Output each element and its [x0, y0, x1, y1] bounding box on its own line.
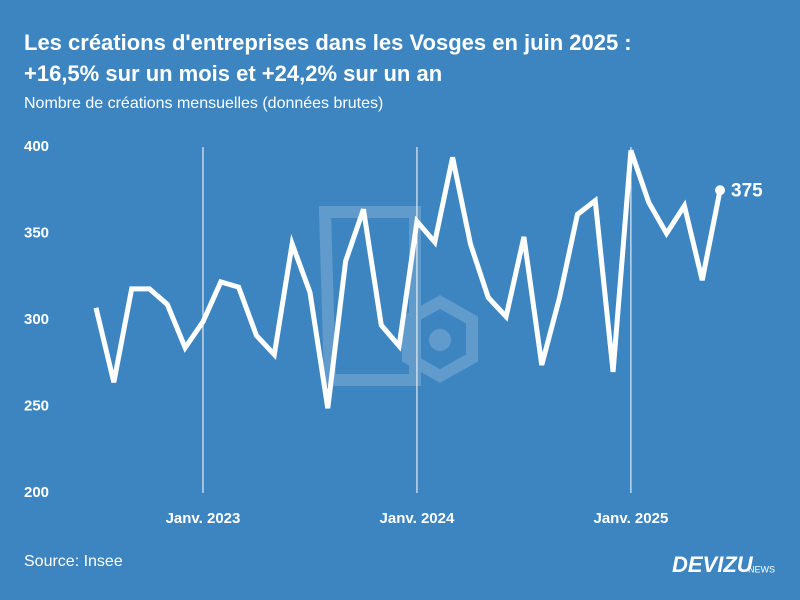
subtitle: Nombre de créations mensuelles (données …: [24, 95, 383, 112]
source: Source: Insee: [24, 553, 123, 570]
data-label: 375: [731, 180, 763, 201]
y-tick-label: 400: [24, 138, 49, 155]
x-tick-label: Janv. 2023: [166, 510, 241, 527]
title: +16,5% sur un mois et +24,2% sur un an: [24, 61, 442, 86]
end-marker: [715, 185, 726, 196]
x-tick-label: Janv. 2025: [594, 510, 669, 527]
y-tick-label: 350: [24, 224, 49, 241]
line: [93, 149, 723, 409]
brand-suffix: NEWS: [748, 564, 775, 574]
y-tick-label: 250: [24, 397, 49, 414]
title: Les créations d'entreprises dans les Vos…: [24, 30, 632, 55]
y-tick-label: 200: [24, 484, 49, 501]
x-tick-label: Janv. 2024: [380, 510, 455, 527]
y-tick-label: 300: [24, 311, 49, 328]
watermark: [318, 206, 478, 386]
brand: DEVIZU: [672, 552, 754, 577]
